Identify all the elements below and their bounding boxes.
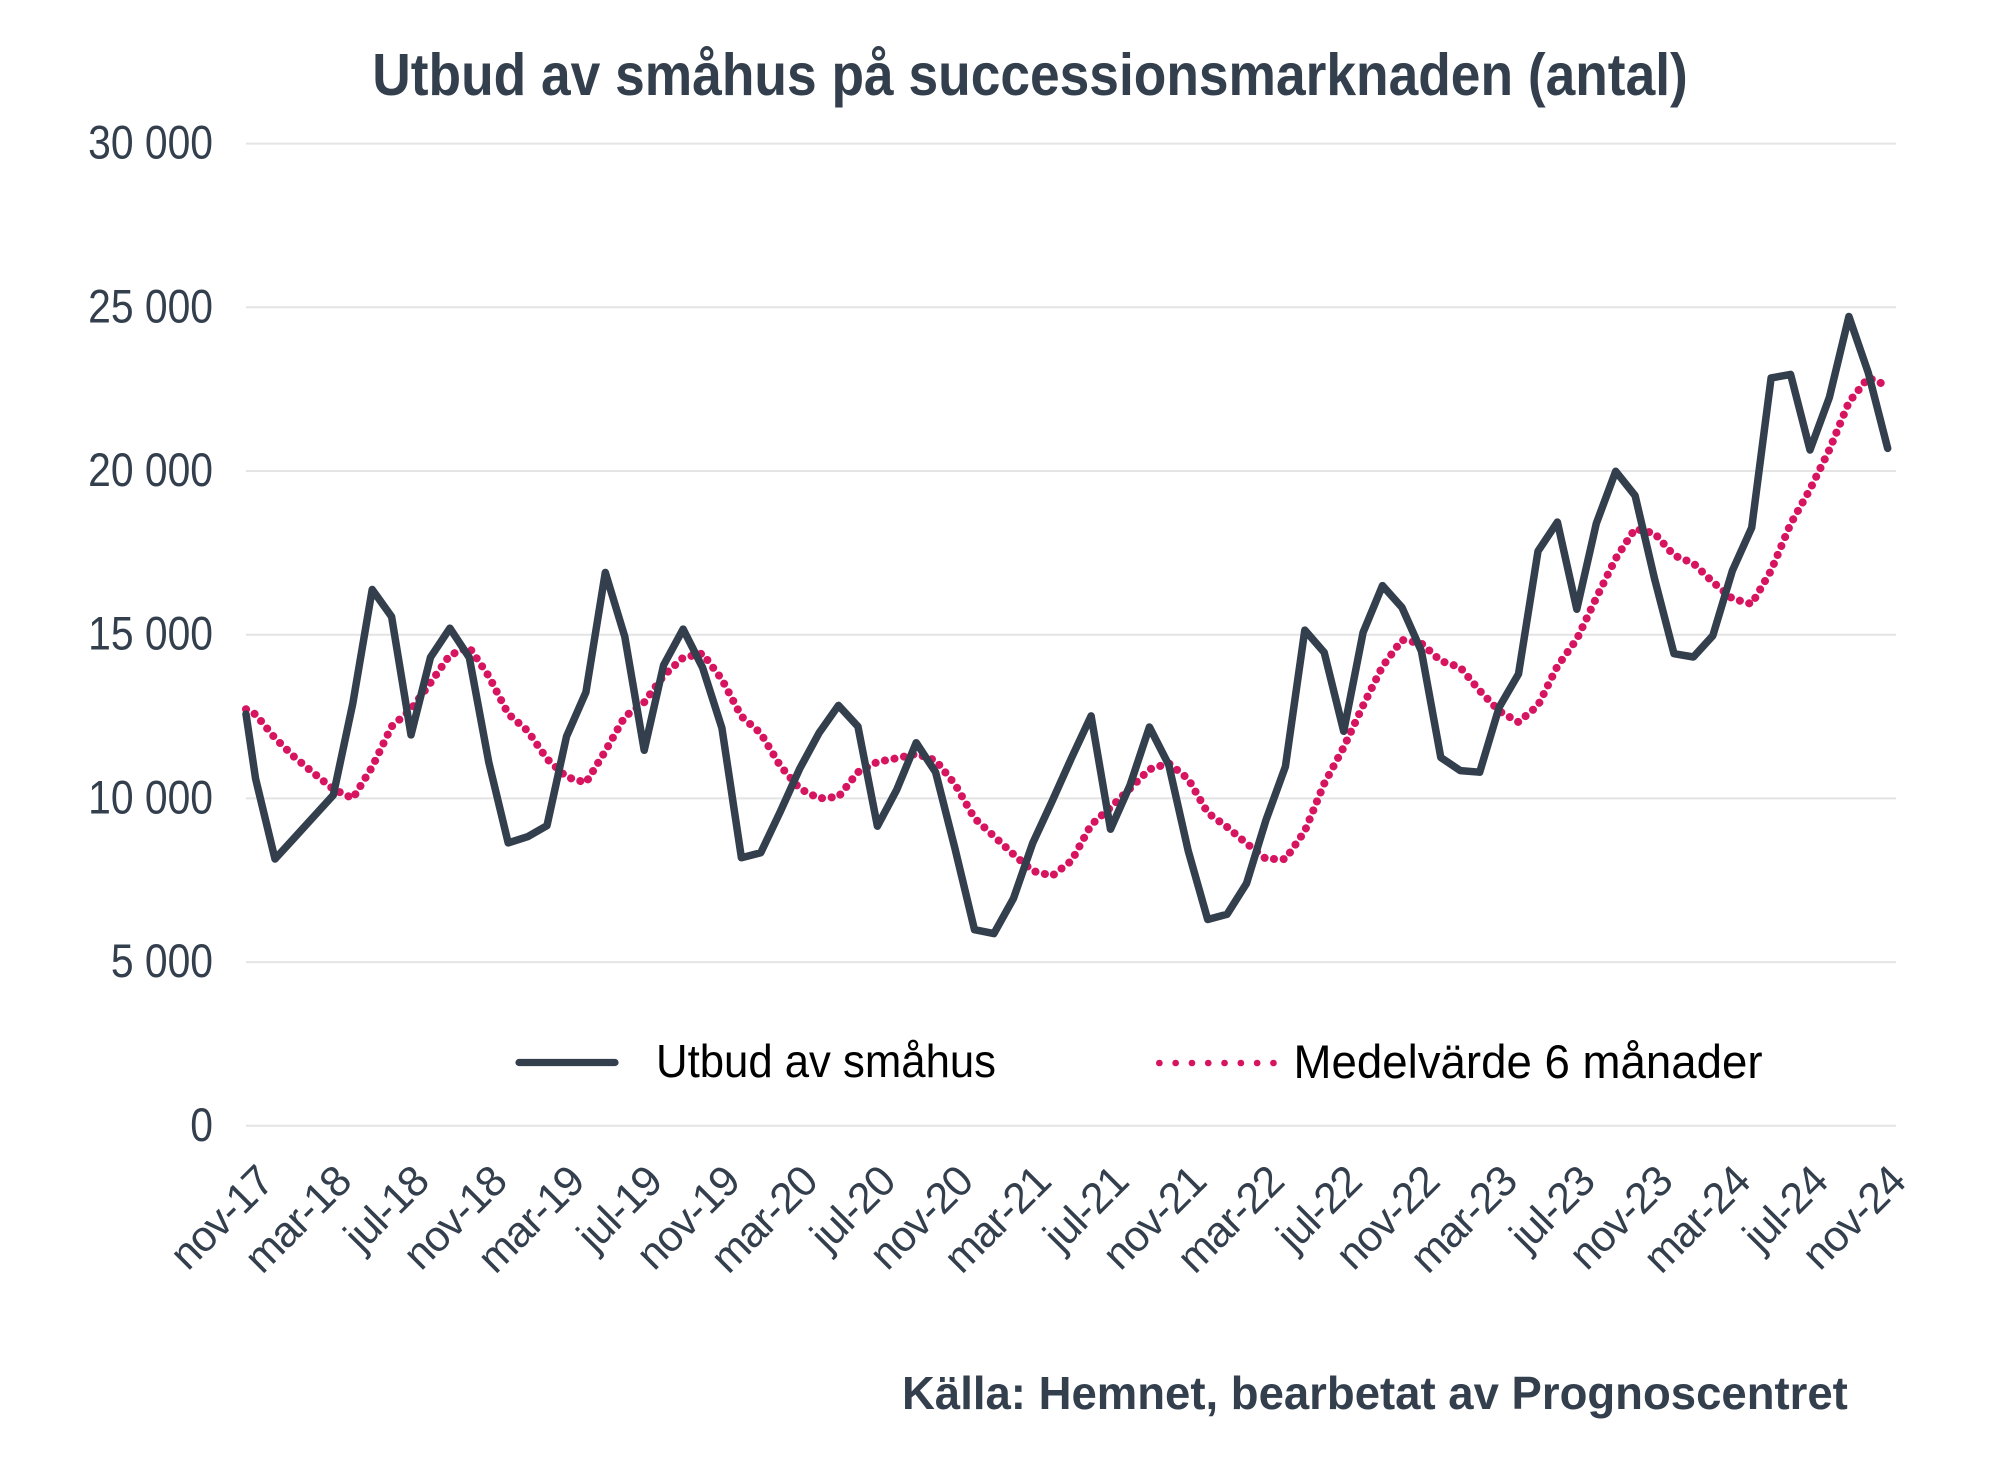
svg-text:30 000: 30 000 bbox=[88, 117, 213, 170]
svg-text:20 000: 20 000 bbox=[88, 444, 213, 497]
svg-text:10 000: 10 000 bbox=[88, 772, 213, 825]
svg-text:Utbud av småhus på successions: Utbud av småhus på successionsmarknaden … bbox=[372, 41, 1688, 107]
svg-text:Medelvärde 6 månader: Medelvärde 6 månader bbox=[1294, 1035, 1763, 1088]
svg-text:Källa: Hemnet, bearbetat av Pr: Källa: Hemnet, bearbetat av Prognoscentr… bbox=[902, 1368, 1848, 1419]
svg-text:5 000: 5 000 bbox=[111, 935, 213, 988]
svg-text:0: 0 bbox=[190, 1099, 213, 1152]
svg-text:Utbud av småhus: Utbud av småhus bbox=[656, 1035, 996, 1088]
svg-text:25 000: 25 000 bbox=[88, 280, 213, 333]
svg-text:15 000: 15 000 bbox=[88, 608, 213, 661]
